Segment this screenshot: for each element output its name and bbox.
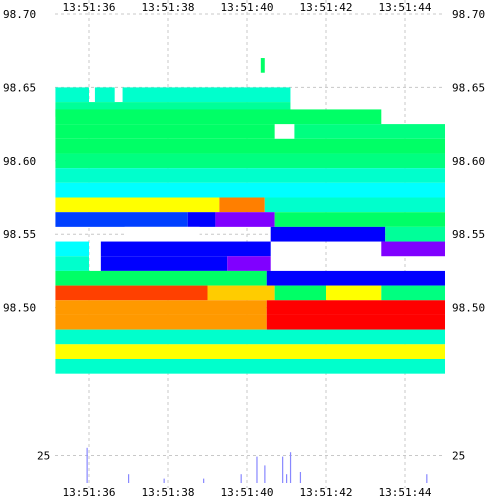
- heatmap-cell: [124, 226, 200, 242]
- volume-bar: [256, 456, 258, 483]
- volume-bar: [286, 474, 288, 483]
- heatmap-cell: [55, 256, 89, 271]
- heatmap-cell: [55, 109, 382, 125]
- volume-tick-label-left: 25: [37, 450, 50, 463]
- heatmap-cells: [55, 58, 446, 374]
- heatmap-cell: [55, 285, 208, 301]
- heatmap-cell: [260, 58, 265, 73]
- heatmap-cell: [55, 314, 267, 330]
- heatmap-cell: [207, 285, 275, 301]
- heatmap-cell: [55, 329, 446, 345]
- x-tick-label-top: 13:51:42: [300, 1, 353, 14]
- heatmap-cell: [266, 270, 445, 286]
- heatmap-cell: [381, 241, 445, 257]
- heatmap-cell: [55, 300, 267, 315]
- x-tick-label-top: 13:51:36: [63, 1, 116, 14]
- heatmap-cell: [55, 87, 89, 103]
- volume-bar: [264, 465, 266, 483]
- heatmap-cell: [187, 212, 216, 227]
- x-tick-label-top: 13:51:40: [221, 1, 274, 14]
- y-tick-label-left: 98.65: [3, 81, 36, 94]
- x-tick-label-bottom: 13:51:44: [379, 486, 432, 499]
- y-tick-label-right: 98.70: [452, 8, 485, 21]
- x-tick-label-bottom: 13:51:38: [142, 486, 195, 499]
- x-tick-label-bottom: 13:51:36: [63, 486, 116, 499]
- heatmap-cell: [219, 197, 265, 213]
- heatmap-cell: [100, 241, 271, 257]
- volume-bars: [86, 447, 428, 483]
- heatmap-cell: [55, 153, 446, 169]
- heatmap-cell: [55, 270, 267, 286]
- heatmap-cell: [55, 344, 446, 359]
- heatmap-cell: [270, 226, 386, 242]
- volume-bar: [299, 472, 302, 483]
- heatmap-cell: [274, 212, 445, 227]
- x-tick-label-top: 13:51:44: [379, 1, 432, 14]
- heatmap-cell: [55, 182, 446, 198]
- volume-bar: [426, 474, 428, 483]
- volume-bar: [282, 456, 284, 483]
- heatmap-cell: [55, 241, 89, 257]
- heatmap-cell: [227, 256, 271, 271]
- heatmap-cell: [55, 168, 446, 183]
- y-tick-label-right: 98.60: [452, 155, 485, 168]
- y-tick-label-right: 98.55: [452, 228, 485, 241]
- y-tick-label-right: 98.65: [452, 81, 485, 94]
- volume-bar: [163, 478, 165, 483]
- volume-bar: [128, 474, 130, 483]
- volume-tick-label-right: 25: [452, 450, 465, 463]
- volume-bar: [240, 474, 242, 483]
- volume-bar: [289, 452, 292, 483]
- heatmap-cell: [385, 226, 445, 242]
- y-tick-label-left: 98.60: [3, 155, 36, 168]
- volume-bar: [203, 478, 205, 483]
- heatmap-cell: [294, 124, 445, 139]
- y-tick-label-right: 98.50: [452, 302, 485, 315]
- heatmap-cell: [266, 314, 445, 330]
- heatmap-cell: [55, 197, 220, 213]
- tick-labels: 13:51:36 13:51:36 13:51:38 13:51:38 13:51:40…: [3, 1, 485, 499]
- y-tick-label-left: 98.55: [3, 228, 36, 241]
- heatmap-cell: [274, 285, 326, 301]
- heatmap-cell: [55, 138, 446, 154]
- heatmap-cell: [326, 285, 382, 301]
- heatmap-cell: [264, 197, 445, 213]
- x-tick-label-top: 13:51:38: [142, 1, 195, 14]
- heatmap-cell: [100, 256, 228, 271]
- heatmap-cell: [381, 285, 445, 301]
- heatmap-cell: [122, 87, 291, 103]
- heatmap-cell: [55, 358, 446, 374]
- y-tick-label-left: 98.50: [3, 302, 36, 315]
- heatmap-cell: [55, 212, 188, 227]
- volume-bar: [86, 447, 88, 483]
- heatmap-cell: [94, 87, 115, 103]
- x-tick-label-bottom: 13:51:40: [221, 486, 274, 499]
- x-tick-label-bottom: 13:51:42: [300, 486, 353, 499]
- y-tick-label-left: 98.70: [3, 8, 36, 21]
- heatmap-cell: [266, 300, 445, 315]
- heatmap-cell: [215, 212, 275, 227]
- heatmap-cell: [55, 124, 275, 139]
